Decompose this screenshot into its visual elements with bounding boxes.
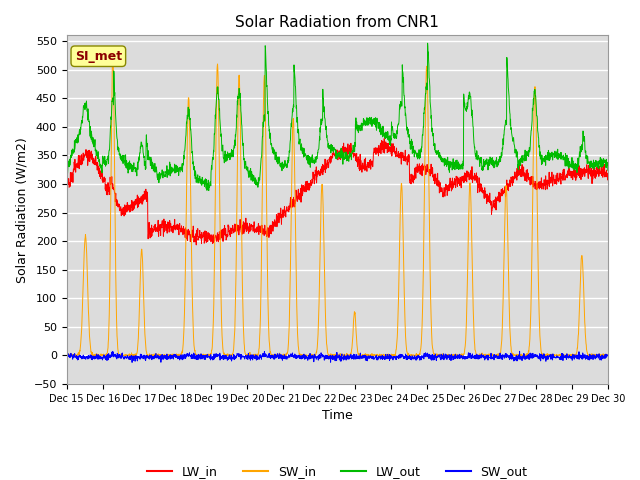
LW_out — [557, 154, 564, 160]
SW_out — [128, 360, 136, 365]
Line: SW_in: SW_in — [67, 56, 608, 355]
SW_out — [604, 353, 612, 359]
Line: LW_in: LW_in — [67, 139, 608, 245]
LW_out — [572, 161, 579, 167]
SW_in — [572, 351, 579, 357]
LW_out — [604, 168, 612, 173]
SW_out — [214, 351, 221, 357]
SW_in — [63, 352, 70, 358]
LW_out — [353, 125, 361, 131]
SW_out — [365, 354, 372, 360]
SW_in — [604, 352, 612, 358]
LW_out — [365, 119, 372, 125]
LW_out — [495, 159, 502, 165]
Legend: LW_in, SW_in, LW_out, SW_out: LW_in, SW_in, LW_out, SW_out — [142, 460, 532, 480]
LW_in — [214, 236, 221, 242]
SW_in — [556, 351, 564, 357]
LW_in — [557, 170, 564, 176]
LW_out — [424, 40, 431, 46]
SW_out — [516, 348, 524, 354]
Y-axis label: Solar Radiation (W/m2): Solar Radiation (W/m2) — [15, 137, 28, 283]
LW_out — [214, 84, 221, 90]
SW_out — [63, 354, 70, 360]
SW_out — [353, 356, 361, 362]
LW_in — [495, 198, 502, 204]
SW_in — [365, 352, 372, 358]
SW_out — [557, 354, 564, 360]
SW_in — [353, 341, 361, 347]
LW_in — [63, 186, 70, 192]
LW_in — [193, 242, 200, 248]
Text: SI_met: SI_met — [75, 50, 122, 63]
SW_in — [495, 352, 502, 358]
LW_in — [604, 170, 612, 176]
Title: Solar Radiation from CNR1: Solar Radiation from CNR1 — [236, 15, 439, 30]
LW_out — [205, 188, 212, 193]
LW_in — [572, 168, 579, 174]
SW_in — [214, 66, 221, 72]
LW_in — [380, 136, 388, 142]
SW_in — [109, 53, 116, 59]
SW_out — [495, 355, 502, 360]
SW_out — [572, 354, 579, 360]
Line: SW_out: SW_out — [67, 351, 608, 362]
X-axis label: Time: Time — [322, 409, 353, 422]
Line: LW_out: LW_out — [67, 43, 608, 191]
LW_out — [63, 173, 70, 179]
LW_in — [353, 159, 361, 165]
LW_in — [365, 160, 372, 166]
